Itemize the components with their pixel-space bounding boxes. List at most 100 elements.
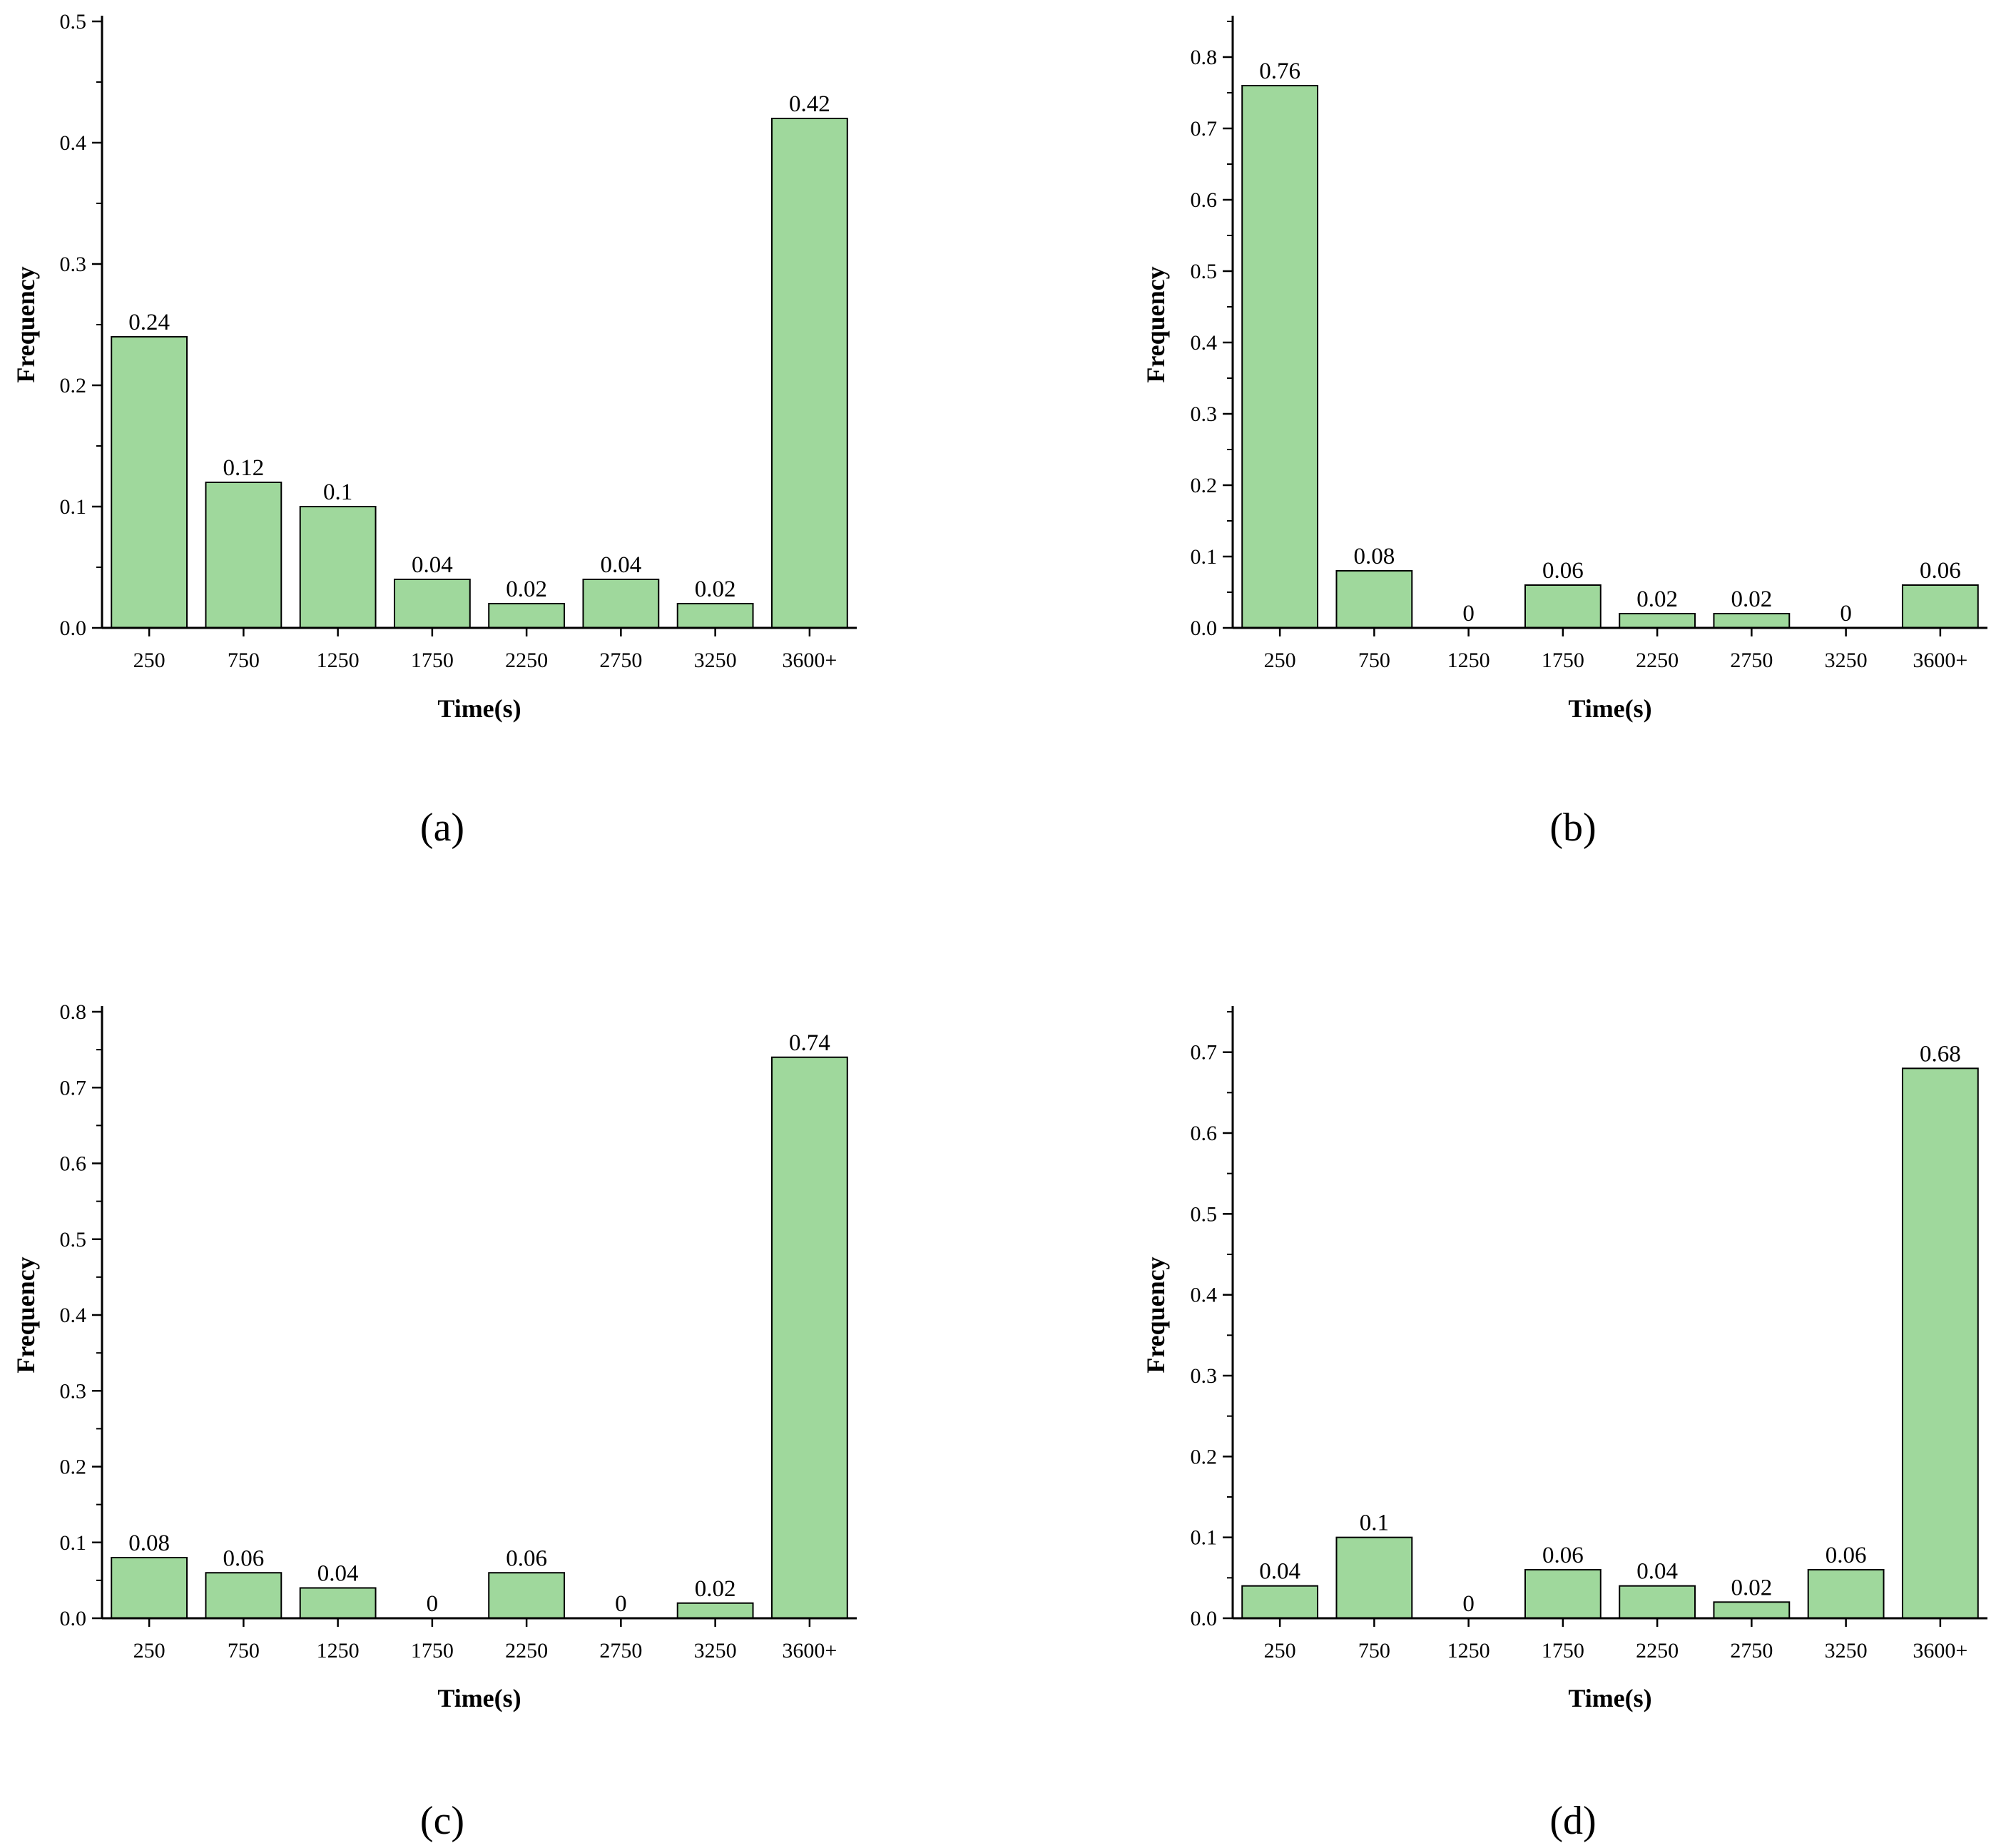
x-axis-title: Time(s) bbox=[437, 1684, 521, 1712]
bar bbox=[1713, 613, 1791, 629]
y-tick-label: 0.5 bbox=[60, 1228, 87, 1252]
x-tick-label: 2750 bbox=[599, 649, 642, 672]
bar bbox=[488, 603, 566, 629]
x-axis-title: Time(s) bbox=[1568, 1684, 1651, 1712]
panel-label: (d) bbox=[1549, 1799, 1596, 1843]
bar-value-label: 0.1 bbox=[1360, 1511, 1389, 1536]
x-tick-label: 750 bbox=[228, 1639, 260, 1662]
bar-value-label: 0.02 bbox=[506, 577, 547, 602]
y-tick-label: 0.3 bbox=[1191, 402, 1218, 426]
bar bbox=[393, 579, 471, 629]
y-tick-label: 0.2 bbox=[60, 1456, 87, 1479]
y-tick-label: 0.3 bbox=[1191, 1364, 1218, 1388]
bar-value-label: 0 bbox=[615, 1591, 627, 1617]
panel-label: (c) bbox=[420, 1799, 464, 1843]
y-tick-label: 0.2 bbox=[1191, 1445, 1218, 1468]
bar-value-label: 0.06 bbox=[1542, 1543, 1584, 1568]
bar-value-label: 0.06 bbox=[506, 1545, 547, 1571]
x-tick-label: 3250 bbox=[694, 1639, 737, 1662]
bar-value-label: 0.76 bbox=[1259, 59, 1300, 84]
bar-value-label: 0.06 bbox=[223, 1545, 265, 1571]
x-tick-label: 750 bbox=[1358, 1639, 1390, 1662]
y-tick-label: 0.1 bbox=[60, 1531, 87, 1555]
bar bbox=[1335, 1536, 1413, 1619]
bar bbox=[676, 603, 754, 629]
bar-value-label: 0.12 bbox=[223, 455, 265, 481]
bar bbox=[1335, 570, 1413, 629]
y-tick-label: 0.1 bbox=[1191, 545, 1218, 569]
y-tick-label: 0.5 bbox=[60, 10, 87, 34]
bar-value-label: 0.04 bbox=[601, 552, 642, 578]
x-tick-label: 1750 bbox=[411, 1639, 454, 1662]
bar-value-label: 0.08 bbox=[1354, 544, 1395, 569]
bar bbox=[770, 1056, 848, 1619]
y-tick-label: 0.0 bbox=[60, 1607, 87, 1630]
y-tick-label: 0.7 bbox=[1191, 1041, 1218, 1065]
y-tick-label: 0.4 bbox=[1191, 331, 1218, 355]
x-tick-label: 2250 bbox=[505, 649, 548, 672]
x-tick-label: 3600+ bbox=[1913, 1639, 1967, 1662]
bar-value-label: 0.08 bbox=[128, 1530, 170, 1556]
x-axis-title: Time(s) bbox=[437, 694, 521, 723]
bar bbox=[1619, 613, 1696, 629]
x-tick-label: 2750 bbox=[1730, 1639, 1773, 1662]
bar-value-label: 0 bbox=[1840, 601, 1852, 626]
bar bbox=[1713, 1601, 1791, 1620]
x-tick-label: 3250 bbox=[694, 649, 737, 672]
bar-value-label: 0.68 bbox=[1920, 1041, 1961, 1067]
y-axis-title: Frequency bbox=[1141, 1256, 1170, 1373]
bar bbox=[1524, 1569, 1602, 1619]
x-tick-label: 750 bbox=[1358, 649, 1390, 672]
chart-panel-b: 0.76 250 0.08 750 0 1250 0.06 1750 0.02 2250 0.02 2… bbox=[1141, 16, 1987, 850]
bar bbox=[1807, 1569, 1885, 1619]
y-tick-label: 0.2 bbox=[60, 374, 87, 397]
chart-panel-d: 0.04 250 0.1 750 0 1250 0.06 1750 0.04 2250 0.02 27… bbox=[1141, 1006, 1987, 1843]
y-tick-label: 0.6 bbox=[60, 1152, 87, 1176]
x-tick-label: 1750 bbox=[411, 649, 454, 672]
y-tick-label: 0.0 bbox=[1191, 616, 1218, 640]
bar bbox=[205, 1572, 282, 1619]
bar-value-label: 0.06 bbox=[1920, 558, 1961, 584]
y-tick-label: 0.1 bbox=[1191, 1526, 1218, 1550]
bar-value-label: 0.02 bbox=[1731, 1575, 1773, 1600]
x-tick-label: 1250 bbox=[317, 649, 360, 672]
y-tick-label: 0.2 bbox=[1191, 474, 1218, 497]
x-tick-label: 2250 bbox=[1636, 1639, 1679, 1662]
bar bbox=[676, 1602, 754, 1619]
x-tick-label: 3600+ bbox=[782, 1639, 837, 1662]
x-tick-label: 1250 bbox=[1447, 649, 1490, 672]
y-axis-title: Frequency bbox=[11, 1256, 40, 1373]
x-tick-label: 250 bbox=[1264, 1639, 1296, 1662]
bar-value-label: 0.02 bbox=[695, 577, 736, 602]
y-tick-label: 0.4 bbox=[60, 1304, 87, 1327]
x-tick-label: 2250 bbox=[505, 1639, 548, 1662]
bar bbox=[582, 579, 660, 629]
bar bbox=[1619, 1585, 1696, 1619]
bar-value-label: 0.04 bbox=[412, 552, 453, 578]
x-tick-label: 1250 bbox=[1447, 1639, 1490, 1662]
y-tick-label: 0.1 bbox=[60, 495, 87, 519]
x-tick-label: 1750 bbox=[1542, 649, 1584, 672]
bar bbox=[299, 506, 377, 629]
bar bbox=[111, 336, 188, 629]
x-tick-label: 1250 bbox=[317, 1639, 360, 1662]
bar bbox=[1901, 584, 1979, 629]
y-tick-label: 0.5 bbox=[1191, 1202, 1218, 1226]
bar-value-label: 0.1 bbox=[323, 479, 352, 505]
bar-value-label: 0.04 bbox=[1636, 1559, 1678, 1585]
bar-value-label: 0.74 bbox=[789, 1030, 830, 1056]
bar-value-label: 0.04 bbox=[317, 1561, 359, 1587]
x-tick-label: 250 bbox=[133, 649, 166, 672]
bar bbox=[1241, 1585, 1319, 1619]
panel-label: (a) bbox=[420, 806, 464, 850]
x-tick-label: 250 bbox=[133, 1639, 166, 1662]
x-axis-title: Time(s) bbox=[1568, 694, 1651, 723]
y-tick-label: 0.6 bbox=[1191, 1122, 1218, 1145]
y-tick-label: 0.3 bbox=[60, 1379, 87, 1403]
bar-value-label: 0 bbox=[427, 1591, 439, 1617]
bar-value-label: 0.06 bbox=[1542, 558, 1584, 584]
y-tick-label: 0.4 bbox=[60, 131, 87, 155]
x-tick-label: 2750 bbox=[1730, 649, 1773, 672]
y-tick-label: 0.0 bbox=[1191, 1607, 1218, 1630]
